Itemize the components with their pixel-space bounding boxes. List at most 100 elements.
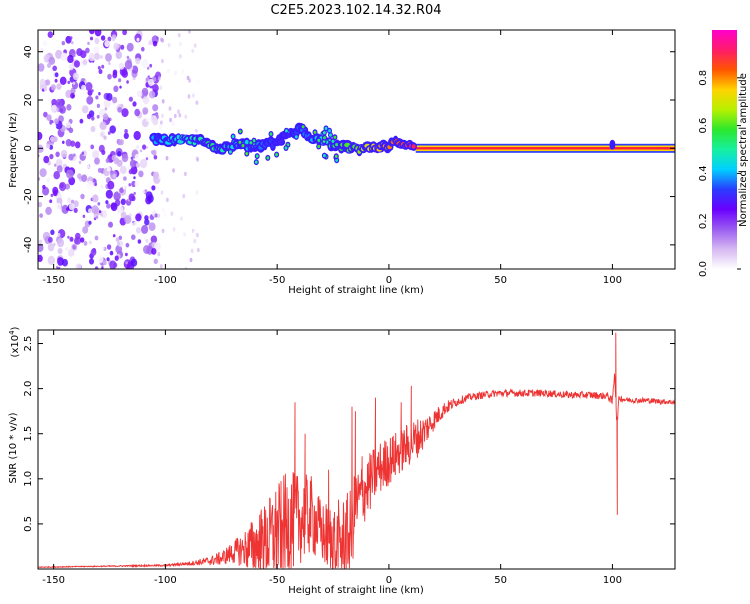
band-scatter-inner	[245, 152, 249, 156]
noise-blob	[86, 180, 94, 190]
noise-blob	[195, 190, 199, 195]
noise-blob	[81, 105, 89, 114]
noise-blob	[85, 82, 93, 91]
snr-plot: -150 -100 -50 0 50 100 0.5 1.0 1.5 2.0 2.5 Height …	[8, 326, 676, 596]
noise-blob	[161, 113, 164, 119]
noise-blob	[52, 186, 59, 195]
snr-frame	[37, 329, 676, 570]
noise-blob	[89, 258, 94, 265]
noise-blob	[126, 42, 134, 52]
noise-blob	[189, 257, 193, 263]
noise-blob	[47, 63, 51, 68]
spectrogram-axes: -150 -100 -50 0 50 100 -40 -20 0 20 40	[23, 30, 675, 286]
noise-blob	[49, 153, 54, 160]
noise-blob	[96, 103, 100, 108]
noise-blob	[183, 232, 187, 237]
noise-blob	[120, 103, 124, 108]
noise-blob	[159, 264, 163, 269]
noise-blob	[38, 63, 45, 72]
noise-blob	[38, 243, 44, 252]
noise-blob	[99, 55, 103, 59]
band-scatter-inner	[335, 158, 339, 162]
noise-blob	[128, 96, 133, 102]
y-tick-label: 2.0	[23, 381, 34, 397]
noise-blob	[80, 50, 87, 59]
noise-blob	[102, 113, 109, 121]
noise-blob	[87, 165, 91, 169]
noise-blob	[142, 190, 146, 194]
noise-blob	[142, 96, 150, 105]
band-scatter-inner	[317, 138, 321, 142]
noise-blob	[113, 191, 121, 201]
band-scatter-inner	[335, 143, 338, 147]
snr-marks	[38, 332, 675, 569]
colorbar-tick-label: 0.8	[698, 70, 709, 86]
noise-blob	[105, 53, 112, 62]
noise-blob	[106, 203, 111, 209]
noise-blob	[99, 210, 102, 214]
noise-blob	[169, 117, 173, 123]
band-center	[415, 147, 675, 150]
noise-blob	[81, 174, 88, 182]
y-tick-label: 1.5	[23, 426, 34, 442]
noise-blob	[94, 182, 97, 187]
noise-blob	[91, 89, 94, 93]
noise-blob	[101, 238, 104, 242]
y-tick-label: -20	[23, 188, 34, 204]
noise-blob	[134, 108, 141, 117]
colorbar-label: Normalized spectral amplitude	[738, 73, 749, 227]
y-tick-label: 0.5	[23, 516, 34, 532]
y-tick-label: 2.5	[23, 336, 34, 352]
noise-blob	[47, 242, 55, 252]
noise-blob	[82, 59, 88, 65]
band-scatter-inner	[241, 144, 245, 148]
noise-blob	[107, 166, 111, 172]
x-tick-label: -150	[42, 575, 65, 586]
noise-blob	[159, 85, 163, 90]
band-scatter-inner	[285, 129, 288, 133]
noise-blob	[166, 197, 169, 202]
noise-blob	[133, 130, 141, 141]
band-blob-outer	[609, 139, 616, 150]
noise-blob	[72, 53, 76, 58]
noise-blob	[98, 69, 103, 75]
noise-blob	[57, 257, 64, 266]
noise-blob	[57, 232, 61, 237]
spectrogram-x-label: Height of straight line (km)	[288, 285, 424, 296]
noise-blob	[193, 238, 197, 244]
noise-blob	[109, 260, 117, 269]
noise-blob	[39, 168, 47, 178]
noise-blob	[119, 85, 122, 89]
noise-blob	[152, 117, 159, 126]
noise-blob	[97, 202, 101, 206]
noise-blob	[107, 180, 115, 190]
noise-blob	[134, 153, 141, 161]
noise-blob	[67, 197, 72, 203]
noise-blob	[47, 255, 56, 265]
noise-blob	[94, 266, 99, 269]
noise-blob	[123, 132, 129, 139]
noise-blob	[165, 156, 169, 161]
band-scatter-inner	[238, 129, 242, 134]
noise-blob	[184, 171, 187, 177]
x-tick-label: 0	[386, 575, 392, 586]
band-blob-inner	[244, 139, 249, 145]
band-scatter-inner	[317, 144, 321, 149]
noise-blob	[70, 92, 75, 99]
noise-blob	[150, 235, 157, 244]
noise-blob	[55, 202, 62, 211]
noise-blob	[68, 153, 74, 161]
noise-blob	[161, 99, 165, 104]
noise-blob	[107, 131, 111, 135]
noise-blob	[68, 203, 75, 211]
noise-blob	[109, 125, 116, 134]
noise-blob	[45, 206, 52, 215]
noise-blob	[109, 250, 114, 256]
band-scatter-inner	[266, 156, 270, 160]
band-scatter-inner	[323, 136, 326, 140]
noise-blob	[51, 104, 58, 114]
noise-blob	[101, 266, 104, 269]
band-scatter-inner	[255, 154, 259, 158]
noise-blob	[51, 98, 57, 106]
